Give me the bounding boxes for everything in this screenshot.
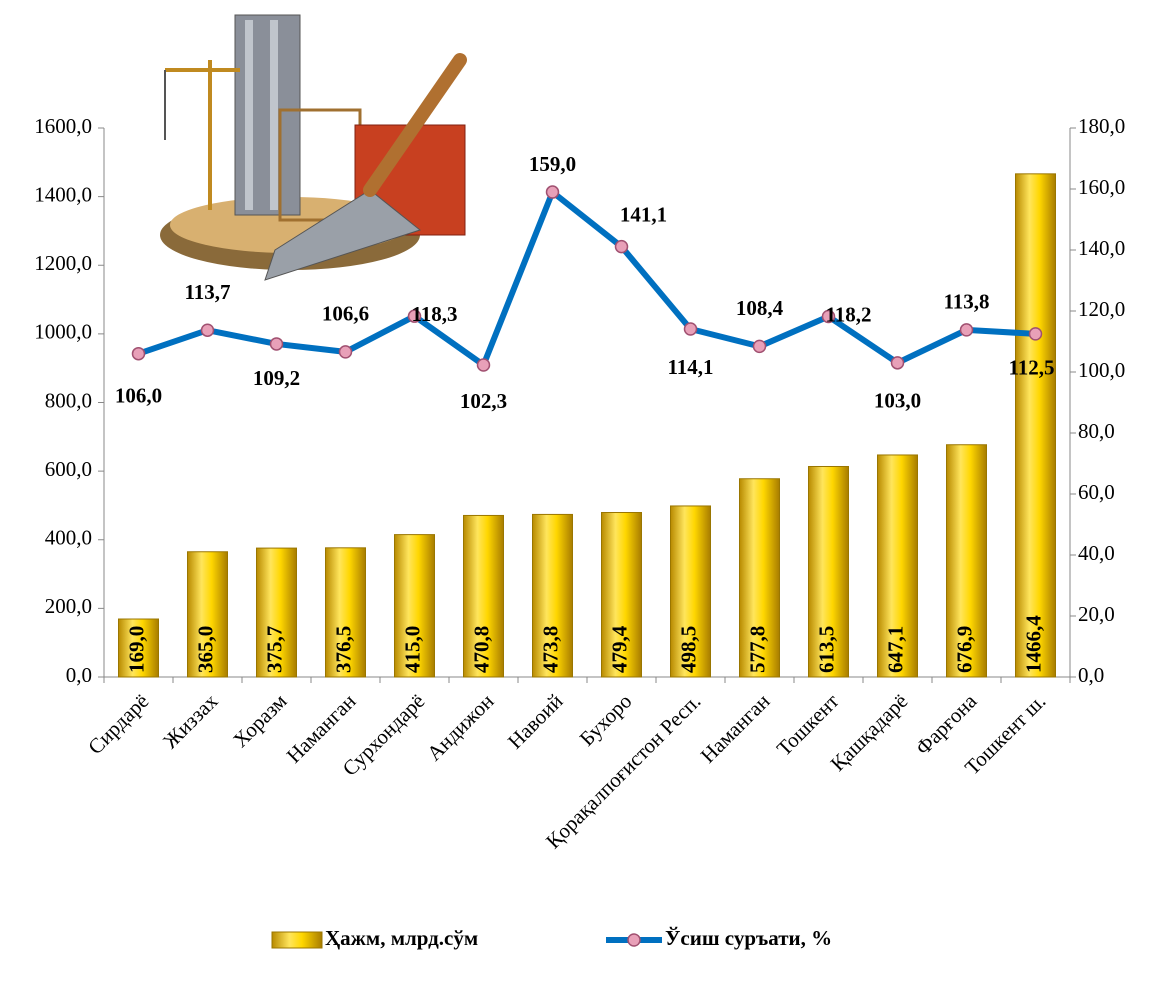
y-tick-label: 600,0 [45,457,92,481]
bar [946,444,987,678]
legend-swatch [271,931,323,949]
bar [808,465,849,678]
x-tick-label: Фарғона [911,688,982,759]
line-marker [131,346,146,361]
bar-label: 479,4 [607,625,631,673]
y-tick-label: 800,0 [45,388,92,412]
x-tick-label: Андижон [422,689,498,765]
line-marker [338,345,353,359]
bar-label: 473,8 [538,626,562,673]
y2-tick-label: 120,0 [1078,297,1125,321]
illustration [160,14,467,281]
bar-label: 577,8 [745,626,769,673]
y2-tick-label: 140,0 [1078,236,1125,260]
y-tick-label: 1000,0 [34,320,92,344]
line-marker [200,323,215,337]
line-label: 109,2 [253,366,300,390]
x-tick-label: Тошкент [772,689,844,761]
line-marker [545,185,560,199]
line-label: 118,3 [411,302,457,326]
line-label: 118,2 [825,302,871,326]
bar [670,505,711,678]
y2-tick-label: 20,0 [1078,602,1115,626]
line-marker [476,358,491,372]
line-label: 106,0 [115,384,162,408]
bar-label: 376,5 [331,626,355,673]
bar [877,454,918,678]
x-tick-label: Навоий [503,689,568,754]
line-marker [890,356,905,370]
bar-label: 415,0 [400,626,424,673]
bar-label: 470,8 [469,626,493,673]
line-marker [752,339,767,354]
bar-label: 647,1 [883,626,907,673]
y-tick-label: 1600,0 [34,114,92,138]
bar-label: 375,7 [262,626,286,673]
bar [394,534,435,678]
y2-tick-label: 100,0 [1078,358,1125,382]
bar [1015,173,1056,678]
line-label: 112,5 [1008,356,1054,380]
bar-label: 498,5 [676,626,700,673]
y-tick-label: 200,0 [45,594,92,618]
y2-tick-label: 80,0 [1078,419,1115,443]
line-label: 114,1 [667,355,713,379]
bar [256,547,297,678]
bar [532,513,573,678]
x-tick-label: Хоразм [228,689,291,752]
x-tick-label: Бухоро [575,689,637,751]
line-marker [269,337,284,351]
bar-label: 613,5 [814,626,838,673]
line-label: 141,1 [620,202,667,226]
line-marker [683,322,698,336]
line-label: 103,0 [874,389,921,413]
line-label: 113,8 [943,290,989,314]
legend-label: Ўсиш суръати, % [665,926,832,950]
legend-label: Ҳажм, млрд.сўм [325,926,478,950]
legend-marker [627,933,641,947]
line-marker [407,309,422,323]
line-label: 159,0 [529,152,576,176]
x-tick-label: Наманган [696,689,775,768]
y2-tick-label: 180,0 [1078,114,1125,138]
y2-tick-label: 160,0 [1078,175,1125,199]
y2-tick-label: 60,0 [1078,480,1115,504]
y-tick-label: 1400,0 [34,182,92,206]
line [137,187,1036,370]
bar [463,514,504,678]
x-tick-label: Сирдарё [83,689,153,759]
line-label: 108,4 [736,296,784,320]
y2-tick-label: 40,0 [1078,541,1115,565]
bar-label: 676,9 [952,626,976,673]
line-marker [614,239,629,254]
line-marker [821,309,836,324]
bar [118,618,159,678]
line-marker [1028,327,1043,341]
line-label: 102,3 [460,389,507,413]
y2-tick-label: 0,0 [1078,663,1104,687]
bar [187,551,228,678]
bar-label: 169,0 [124,626,148,673]
bar-label: 1466,4 [1021,615,1045,673]
y-tick-label: 400,0 [45,526,92,550]
line-label: 106,6 [322,302,369,326]
bar [601,512,642,678]
y-tick-label: 0,0 [66,663,92,687]
bar [325,547,366,678]
bar-label: 365,0 [193,626,217,673]
x-tick-label: Жиззах [158,689,223,754]
y-tick-label: 1200,0 [34,251,92,275]
bar [739,478,780,678]
line-marker [959,323,974,337]
line-label: 113,7 [184,280,230,304]
